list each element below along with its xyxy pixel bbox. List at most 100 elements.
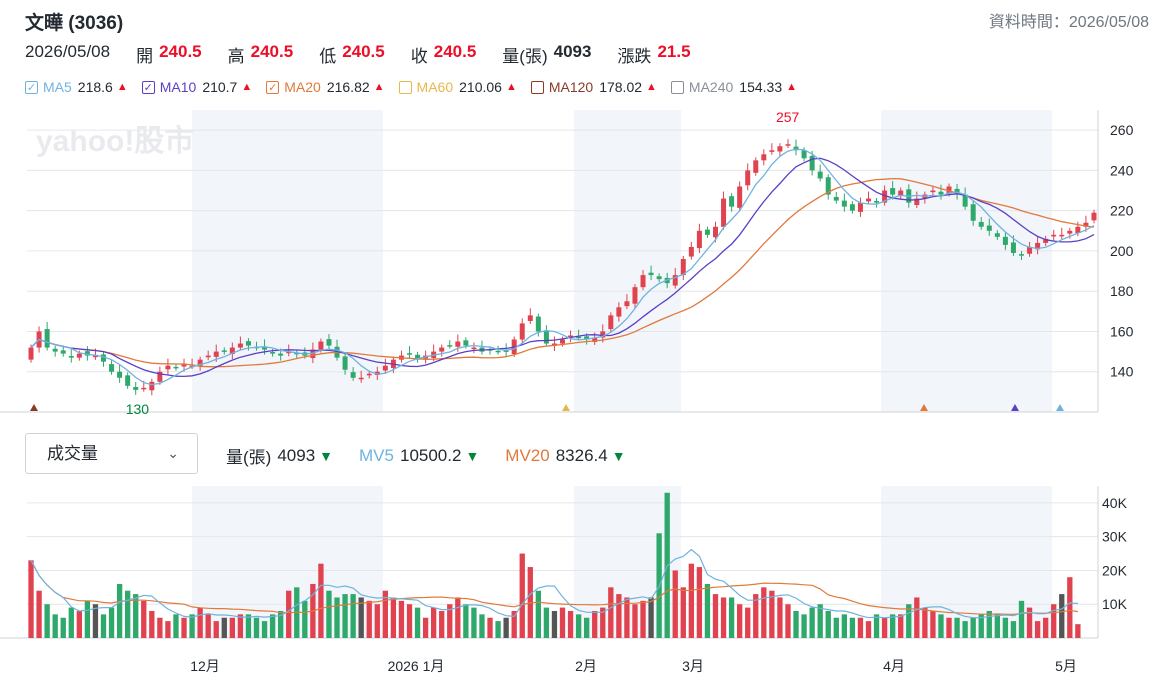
volume-chart[interactable]: 10K 20K 30K 40K 12月 2026 1月 2月 3月 4月 5月	[0, 486, 1171, 687]
ma240-checkbox[interactable]	[670, 80, 684, 94]
ma20-line	[30, 177, 1095, 368]
price-tick-label: 180	[1110, 283, 1134, 299]
price-tick-label: 260	[1110, 122, 1134, 138]
ma120-toggle[interactable]: MA120 178.02 ▲	[530, 79, 657, 95]
volume-bar	[197, 607, 203, 638]
volume-bar	[487, 617, 493, 638]
candle-body	[704, 229, 710, 235]
candle-body	[769, 150, 775, 152]
volume-bar	[696, 567, 703, 638]
volume-bar	[181, 617, 187, 638]
ma5-line	[30, 148, 1095, 386]
vol-legend-mv20: MV20 8326.4 ▼	[505, 443, 625, 468]
ma5-checkbox[interactable]: ✓	[25, 80, 38, 94]
ma10-toggle[interactable]: ✓ MA10 210.7 ▲	[141, 79, 252, 95]
price-chart[interactable]: 140 160 180 200 220 240 260 yahoo!股市 257 130	[0, 110, 1171, 415]
ma120-up-icon: ▲	[646, 81, 657, 93]
candle-body	[930, 190, 936, 193]
volume-bar	[1067, 577, 1073, 638]
candle-body	[737, 186, 743, 208]
candle-body	[1091, 212, 1097, 221]
close-label: 收	[410, 47, 428, 66]
volume-bar	[286, 590, 292, 638]
volume-bar	[986, 610, 992, 638]
candle-body	[1027, 246, 1033, 254]
price-tick-label: 160	[1110, 323, 1134, 339]
volume-bar	[44, 604, 50, 638]
volume-bar	[728, 597, 735, 638]
candle-body	[938, 191, 944, 195]
volume-bar	[930, 610, 936, 638]
candle-body	[680, 258, 686, 276]
volume-bar	[350, 594, 356, 638]
candle-body	[205, 355, 211, 358]
volume-bar	[253, 617, 260, 638]
volume-bar	[769, 590, 775, 638]
indicator-select[interactable]: 成交量 ⌄	[25, 433, 198, 474]
volume-bar	[704, 583, 711, 638]
price-tick-label: 200	[1110, 243, 1134, 259]
vol-legend-mv20-label: MV20	[505, 445, 550, 465]
ma5-value: 218.6	[77, 79, 113, 95]
period-high-label: 257	[776, 110, 800, 125]
candle-body	[407, 353, 412, 355]
ma5-toggle[interactable]: ✓ MA5 218.6 ▲	[25, 79, 128, 95]
candle-body	[1075, 226, 1081, 234]
volume-bar	[737, 604, 743, 638]
volume-bar	[801, 614, 807, 638]
ma240-value: 154.33	[739, 79, 783, 95]
candle-body	[890, 188, 896, 195]
volume-bar	[833, 617, 839, 638]
volume-bar	[455, 597, 461, 638]
volume-bar	[1075, 624, 1081, 638]
ma10-checkbox[interactable]: ✓	[141, 80, 155, 94]
volume-bar	[616, 594, 622, 638]
volume-tick-label: 10K	[1102, 596, 1128, 612]
candle-body	[374, 371, 380, 375]
volume-bar	[753, 594, 759, 638]
x-axis-label: 2026 1月	[388, 658, 445, 674]
volume-bar	[108, 607, 115, 638]
volume-bar	[221, 617, 227, 638]
volume-bar	[52, 614, 58, 638]
volume-bar	[600, 607, 606, 638]
ma240-toggle[interactable]: MA240 154.33 ▲	[670, 79, 797, 95]
ma20-label: MA20	[284, 79, 321, 95]
volume-bar	[712, 594, 719, 638]
candle-body	[777, 146, 783, 152]
x-axis-label: 12月	[190, 658, 220, 674]
candle-body	[415, 354, 421, 360]
ma60-checkbox[interactable]	[398, 80, 412, 94]
candle-body	[600, 331, 606, 338]
candle-body	[632, 287, 638, 304]
volume-bar	[237, 614, 244, 638]
candle-body	[44, 329, 50, 348]
candle-body	[229, 347, 235, 355]
ma20-checkbox[interactable]: ✓	[266, 80, 280, 94]
candle-body	[28, 347, 34, 360]
volume-bar	[205, 614, 211, 638]
vol-down-icon: ▼	[319, 447, 334, 464]
volume-value: 4093	[553, 42, 592, 61]
ma20-up-icon: ▲	[373, 81, 385, 93]
ma60-up-icon: ▲	[505, 81, 517, 93]
x-axis-label: 2月	[575, 658, 597, 674]
ma20-value: 216.82	[326, 79, 370, 95]
price-tick-label: 140	[1110, 364, 1134, 380]
volume-bar	[334, 597, 340, 638]
ma60-toggle[interactable]: MA60 210.06 ▲	[398, 79, 517, 95]
volume-bar	[809, 607, 815, 638]
volume-bar	[785, 604, 791, 638]
volume-bar	[422, 617, 429, 638]
volume-bar	[213, 621, 219, 638]
ma20-toggle[interactable]: ✓ MA20 216.82 ▲	[266, 79, 385, 95]
close-value: 240.5	[433, 42, 477, 61]
volume-bar	[431, 607, 437, 638]
candle-body	[1067, 230, 1073, 234]
ma120-checkbox[interactable]	[530, 80, 544, 94]
vol-legend-mv5-label: MV5	[359, 445, 394, 465]
volume-bar	[269, 614, 276, 638]
candle-body	[165, 365, 171, 370]
volume-bar	[471, 607, 477, 638]
vol-legend-mv5: MV5 10500.2 ▼	[359, 443, 479, 468]
